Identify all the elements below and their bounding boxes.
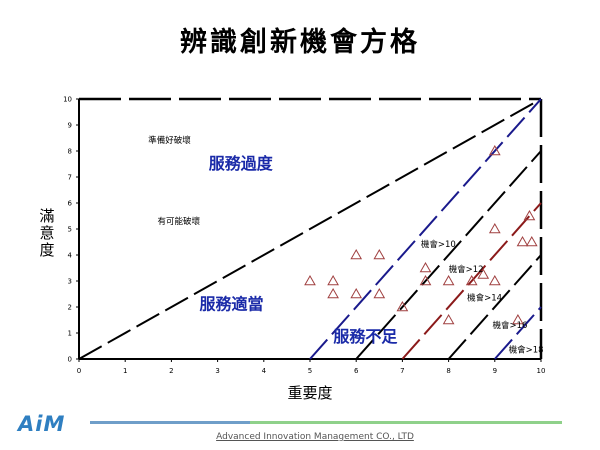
triangle-marker — [327, 287, 339, 299]
footer-line-blue — [90, 421, 250, 424]
tick-labels: 0 1 2 3 4 5 6 7 8 9 10 0 1 2 3 4 5 6 7 8 9 10 — [63, 96, 545, 376]
x-tick-label: 10 — [537, 367, 546, 375]
x-tick-label: 8 — [446, 367, 450, 375]
triangle-marker — [516, 235, 529, 247]
boundary-line — [494, 306, 542, 360]
y-tick-label: 4 — [68, 252, 73, 260]
page-title: 辨識創新機會方格 — [180, 27, 420, 58]
data-points — [304, 144, 538, 325]
x-tick-label: 7 — [400, 367, 404, 375]
company-name: Advanced Innovation Management CO., LTD — [216, 432, 414, 442]
y-tick-label: 3 — [68, 278, 72, 286]
company-logo: AiM — [18, 412, 66, 436]
x-tick-label: 6 — [354, 367, 359, 375]
triangle-marker — [488, 274, 501, 286]
triangle-marker — [442, 274, 455, 286]
y-tick-label: 6 — [68, 200, 73, 208]
triangle-marker — [373, 287, 386, 299]
x-tick-label: 4 — [262, 367, 267, 375]
triangle-marker — [373, 248, 386, 260]
x-tick-label: 5 — [308, 367, 312, 375]
x-tick-label: 9 — [493, 367, 497, 375]
x-tick-label: 3 — [215, 367, 219, 375]
annotation-label: 機會>14 — [467, 293, 502, 304]
triangle-marker — [442, 313, 455, 325]
annotation-label: 準備好破壞 — [148, 135, 191, 146]
triangle-marker — [465, 274, 478, 286]
boundary-line — [309, 98, 542, 360]
triangle-marker — [477, 268, 490, 279]
triangle-marker — [327, 274, 339, 286]
y-tick-label: 9 — [68, 122, 72, 130]
y-tick-label: 8 — [68, 148, 72, 156]
triangle-marker — [488, 222, 501, 234]
triangle-marker — [350, 248, 363, 260]
boundary-line — [78, 98, 542, 360]
y-tick-label: 1 — [68, 330, 72, 338]
region-label: 服務適當 — [199, 295, 263, 314]
y-tick-label: 5 — [68, 226, 72, 234]
boundary-line — [401, 202, 542, 360]
x-tick-label: 2 — [169, 367, 173, 375]
annotation-label: 機會>12 — [449, 264, 484, 275]
boundary-lines — [78, 98, 542, 360]
x-tick-label: 0 — [77, 367, 81, 375]
y-axis-label: 滿意度 — [39, 207, 55, 259]
annotation-label: 機會>10 — [421, 239, 456, 250]
x-axis-label: 重要度 — [287, 384, 333, 402]
triangle-marker — [525, 235, 538, 247]
annotation-label: 機會>16 — [492, 320, 527, 331]
triangle-marker — [512, 313, 524, 325]
footer-line-green — [250, 421, 562, 424]
triangle-marker — [396, 300, 409, 312]
region-label: 服務過度 — [209, 154, 274, 173]
y-tick-label: 7 — [68, 174, 72, 182]
boundary-line — [447, 254, 542, 360]
y-tick-label: 0 — [68, 356, 72, 364]
triangle-marker — [419, 274, 432, 286]
y-tick-label: 10 — [63, 96, 72, 104]
annotation-label: 有可能破壞 — [158, 216, 201, 227]
annotation-label: 機會>18 — [509, 345, 544, 356]
region-label: 服務不足 — [333, 327, 398, 346]
boundary-line — [355, 150, 542, 360]
triangle-marker — [488, 144, 501, 156]
triangle-marker — [419, 261, 432, 273]
triangle-marker — [350, 287, 363, 299]
y-tick-label: 2 — [68, 304, 72, 312]
triangle-marker — [523, 209, 536, 221]
x-tick-label: 1 — [123, 367, 127, 375]
triangle-marker — [304, 274, 316, 286]
